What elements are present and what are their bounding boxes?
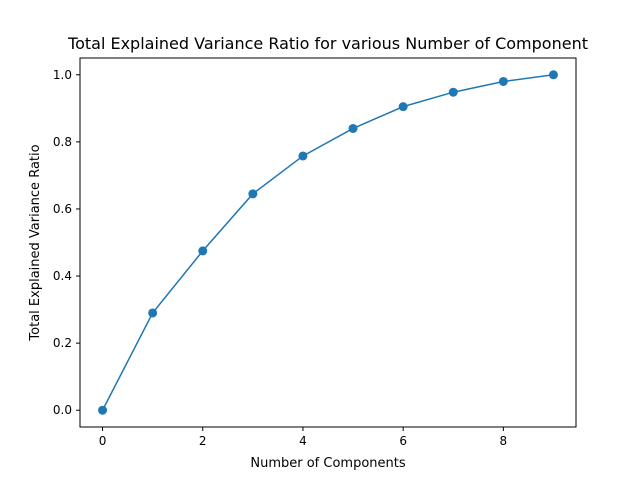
x-tick-label: 6: [399, 434, 407, 448]
x-axis-label: Number of Components: [250, 456, 405, 471]
data-point: [198, 246, 208, 256]
data-point: [98, 405, 108, 415]
y-tick-label: 0.8: [53, 135, 72, 149]
y-tick-label: 0.6: [53, 202, 72, 216]
data-point: [448, 87, 458, 97]
x-tick-label: 2: [199, 434, 207, 448]
axes-frame: [79, 57, 577, 428]
x-axis-ticks: 0 2 4 6 8: [99, 427, 507, 448]
x-tick-label: 4: [299, 434, 307, 448]
x-tick-label: 8: [500, 434, 508, 448]
data-point: [298, 151, 308, 161]
data-point: [498, 76, 508, 86]
y-axis-ticks: 0.0 0.2 0.4 0.6 0.8 1.0: [53, 68, 80, 417]
y-tick-label: 1.0: [53, 68, 72, 82]
y-tick-label: 0.2: [53, 336, 72, 350]
series-line: [101, 74, 554, 411]
y-tick-label: 0.0: [53, 403, 72, 417]
y-tick-label: 0.4: [53, 269, 72, 283]
data-point: [148, 308, 158, 318]
data-point: [398, 102, 408, 112]
plot-area: [98, 70, 558, 415]
data-point: [548, 70, 558, 80]
data-point: [348, 123, 358, 133]
y-axis-label: Total Explained Variance Ratio: [28, 144, 43, 341]
x-tick-label: 0: [99, 434, 107, 448]
chart-title: Total Explained Variance Ratio for vario…: [67, 34, 588, 53]
data-point: [248, 189, 258, 199]
